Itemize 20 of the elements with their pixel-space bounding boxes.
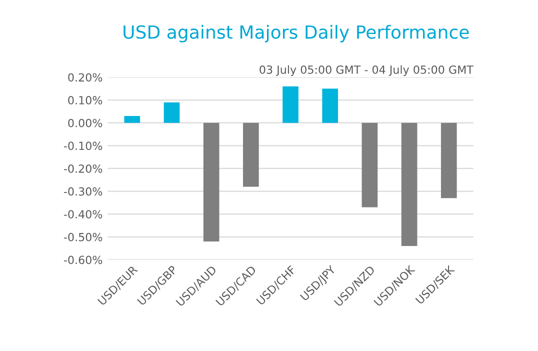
y-tick-label: -0.20% xyxy=(64,164,102,173)
chart-title: USD against Majors Daily Performance xyxy=(124,24,469,42)
y-tick-label: -0.40% xyxy=(64,210,102,218)
bar xyxy=(322,88,338,123)
bar xyxy=(164,102,180,123)
y-tick-label: -0.30% xyxy=(64,187,102,196)
bar xyxy=(243,122,259,187)
bar xyxy=(203,122,220,242)
y-tick-label: -0.50% xyxy=(64,232,102,242)
bar xyxy=(282,86,298,123)
chart-subtitle: 03 July 05:00 GMT - 04 July 05:00 GMT xyxy=(260,65,474,76)
bar xyxy=(401,122,418,246)
bar xyxy=(362,122,378,208)
bar xyxy=(124,116,140,123)
y-tick-label: 0.20% xyxy=(68,73,102,82)
y-tick-label: 0.00% xyxy=(68,118,102,128)
bar xyxy=(440,122,457,198)
y-tick-label: -0.10% xyxy=(64,142,102,150)
y-tick-label: -0.60% xyxy=(64,256,102,264)
y-tick-label: 0.10% xyxy=(68,96,102,104)
